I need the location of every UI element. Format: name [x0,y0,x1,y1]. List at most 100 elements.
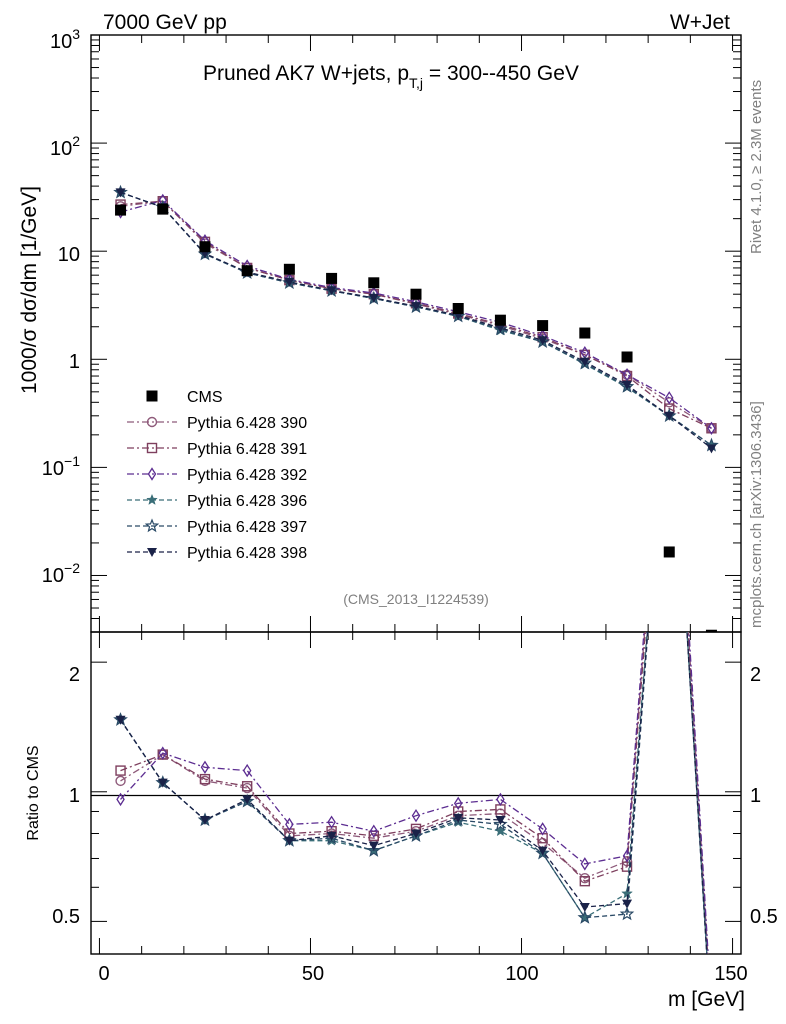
legend-label: CMS [187,389,223,406]
y-tick-1e2: 102 [50,133,80,160]
legend-marker [146,390,158,402]
ratio-point-2 [453,796,463,811]
axis-ticks [91,34,741,954]
series-point-5 [706,444,717,454]
data-point [537,320,549,332]
mcplots-label: mcplots.cern.ch [arXiv:1306.3436] [748,401,765,628]
data-point [663,546,675,558]
data-point [452,303,464,315]
legend-entry-data: CMS [146,389,223,406]
ratio-point-4 [366,842,382,857]
y-tick-10: 10 [58,244,80,266]
ratio-point-2 [242,763,252,778]
ratio-point-5 [326,831,337,841]
header-right: W+Jet [670,11,730,34]
ratio-point-2 [327,815,336,829]
ratio-tick-1-right: 1 [750,785,761,807]
data-point [115,204,127,216]
series-curves [113,184,719,1021]
data-point [326,272,338,284]
series-point-5 [579,357,590,367]
ratio-tick-0-5-left: 0.5 [52,906,80,928]
ratio-point-1 [115,765,126,776]
ratio-panel-curves [113,632,716,1021]
ratio-point-5 [157,778,168,788]
data-point [579,327,591,339]
series-point-5 [622,380,633,390]
ratio-point-5 [622,899,633,909]
x-axis-title: m [GeV] [668,988,745,1011]
title-sub: T,j [409,75,423,91]
legend-entry-1: Pythia 6.428 391 [127,441,307,458]
legend-entry-0: Pythia 6.428 390 [127,415,307,432]
y-tick-1: 1 [69,351,80,373]
ratio-point-2 [369,824,379,838]
rivet-label: Rivet 4.1.0, ≥ 2.3M events [748,80,765,254]
ratio-point-5 [115,715,126,725]
legend-entry-2: Pythia 6.428 392 [127,467,307,484]
y-axis-title: 1000/σ dσ/dm [1/GeV] [18,186,41,394]
legend-label: Pythia 6.428 396 [187,493,307,510]
legend-marker [144,518,160,533]
ratio-point-2 [496,792,505,807]
legend-marker [146,416,158,428]
series-point-2 [707,421,716,435]
main-panel-curves [113,184,719,632]
y-tick-1e3: 103 [50,26,80,53]
ratio-point-5 [368,841,379,851]
y-tick-labels: 103 102 10 1 10−1 10−2 [42,26,80,587]
ratio-point-2 [116,792,125,807]
ratio-tick-2-left: 2 [69,664,80,686]
ratio-point-5 [453,813,464,823]
ratio-point-5 [495,815,506,825]
legend-entry-5: Pythia 6.428 398 [127,545,307,562]
ratio-point-5 [579,903,590,913]
ratio-point-1 [707,1012,716,1021]
series-point-5 [368,293,379,303]
legend-entry-4: Pythia 6.428 397 [127,518,307,536]
x-tick-100: 100 [505,963,538,985]
ratio-point-2 [200,760,210,774]
legend-marker [146,442,158,454]
ratio-point-2 [285,817,294,832]
legend-marker [146,493,158,505]
ratio-point-5 [199,815,210,825]
legend-label: Pythia 6.428 391 [187,441,307,458]
ratio-point-5 [242,795,253,805]
ratio-point-5 [284,836,295,846]
data-point [241,265,253,277]
legend-label: Pythia 6.428 392 [187,467,307,484]
series-point-5 [115,188,126,198]
y-tick-1e-1: 10−1 [42,453,80,480]
legend: CMS Pythia 6.428 390 Pythia 6.428 391 Pythi… [127,389,307,562]
series-point-5 [326,286,337,296]
data-point [157,203,169,215]
ratio-point-2 [622,849,632,863]
legend-label: Pythia 6.428 390 [187,415,307,432]
data-point [283,263,295,275]
series-point-5 [284,277,295,287]
ratio-point-4 [577,910,593,924]
ratio-point-5 [411,829,421,839]
ratio-axis-title: Ratio to CMS [25,745,42,840]
main-frame [90,34,742,633]
series-point-5 [495,323,506,333]
series-point-5 [664,411,675,421]
ratio-tick-0-5-right: 0.5 [750,906,778,928]
ratio-tick-1-left: 1 [69,785,80,807]
series-point-5 [411,302,421,312]
ratio-point-1 [579,875,591,887]
ratio-point-2 [580,857,590,871]
header-left: 7000 GeV pp [103,11,227,34]
y-tick-1e-2: 10−2 [42,560,80,587]
ratio-point-2 [411,808,421,823]
ratio-tick-2-right: 2 [750,664,761,686]
series-line-0 [120,200,712,429]
series-line-4 [120,191,712,446]
ratio-point-1 [241,781,253,792]
ratio-point-0 [707,1012,716,1021]
legend-marker [147,548,157,557]
title-rest: = 300--450 GeV [423,62,579,85]
legend-label: Pythia 6.428 398 [187,545,307,562]
ratio-point-5 [537,846,548,856]
